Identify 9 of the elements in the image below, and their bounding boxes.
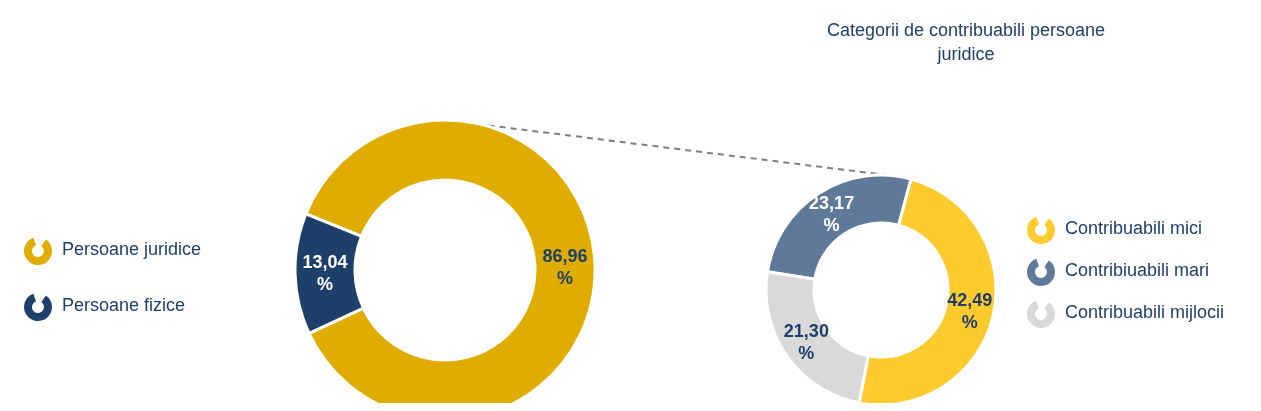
legend-label: Persoane juridice (62, 238, 202, 259)
legend-label: Persoane fizice (62, 294, 186, 315)
data-label: 21,30 % (783, 321, 829, 364)
data-label: 13,04 % (302, 252, 348, 295)
legend-label: Contribuabili mici (1065, 217, 1203, 238)
legend-label: Contribuabili mijlocii (1065, 301, 1225, 322)
data-label: 86,96 % (542, 245, 588, 288)
legend-label: Contribiuabili mari (1065, 259, 1210, 280)
chart-title: Categorii de contribuabili persoane juridice (826, 20, 1106, 64)
